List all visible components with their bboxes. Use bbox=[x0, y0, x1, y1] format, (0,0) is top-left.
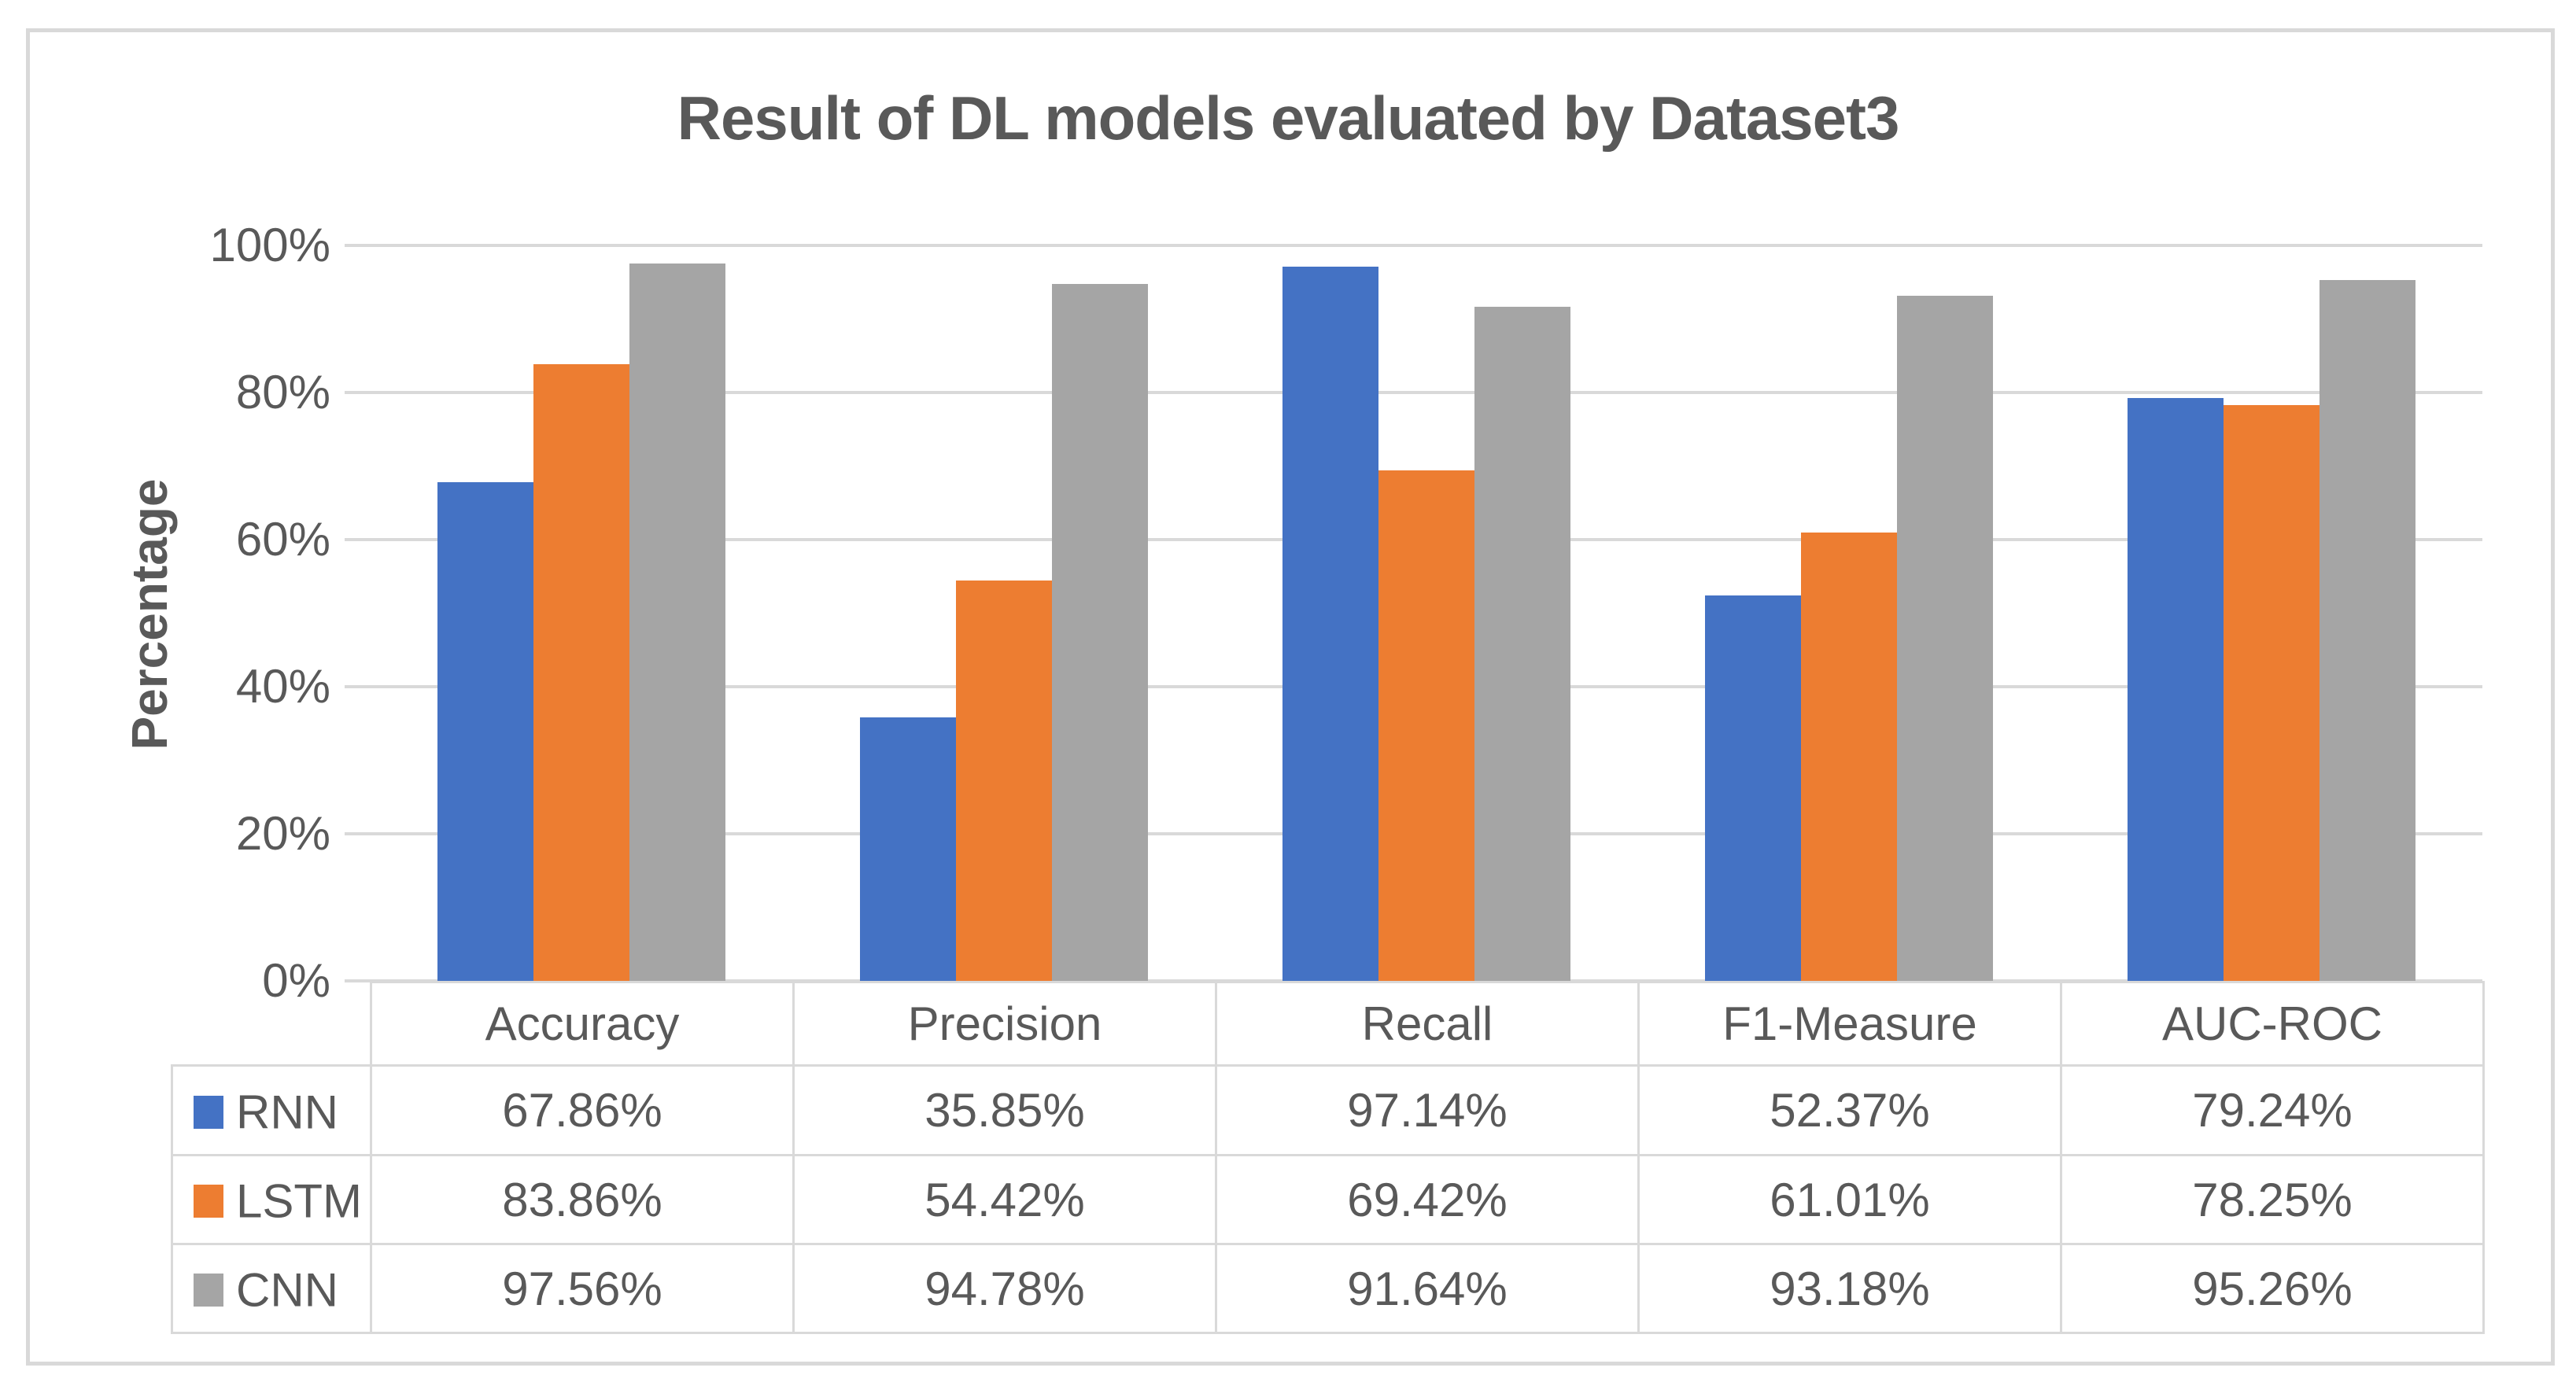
table-row-rnn: RNN 67.86% 35.85% 97.14% 52.37% 79.24% bbox=[171, 1064, 2485, 1156]
y-tick-mark-100 bbox=[345, 244, 371, 247]
value-cell-rnn-auc-roc: 79.24% bbox=[2060, 1064, 2485, 1156]
y-tick-mark-0 bbox=[345, 979, 371, 982]
legend-cell-cnn: CNN bbox=[171, 1243, 372, 1334]
bar-cnn-auc-roc bbox=[2319, 280, 2415, 981]
value-cell-rnn-recall: 97.14% bbox=[1215, 1064, 1640, 1156]
gridline-100 bbox=[370, 244, 2482, 247]
bar-lstm-precision bbox=[955, 581, 1052, 981]
table-header-accuracy: Accuracy bbox=[370, 981, 795, 1067]
bar-lstm-f1-measure bbox=[1800, 532, 1897, 981]
bar-lstm-recall bbox=[1378, 470, 1474, 981]
y-tick-label-60: 60% bbox=[235, 513, 330, 566]
y-tick-label-40: 40% bbox=[235, 660, 330, 713]
bar-lstm-accuracy bbox=[533, 363, 629, 981]
value-cell-lstm-f1-measure: 61.01% bbox=[1637, 1154, 2062, 1245]
value-cell-lstm-accuracy: 83.86% bbox=[370, 1154, 795, 1245]
value-cell-cnn-accuracy: 97.56% bbox=[370, 1243, 795, 1334]
bar-cnn-accuracy bbox=[629, 263, 725, 981]
y-tick-mark-80 bbox=[345, 391, 371, 394]
bar-cnn-f1-measure bbox=[1896, 295, 1993, 981]
table-header-precision: Precision bbox=[792, 981, 1217, 1067]
table-header-f1-measure: F1-Measure bbox=[1637, 981, 2062, 1067]
legend-cell-rnn: RNN bbox=[171, 1064, 372, 1156]
table-header-recall: Recall bbox=[1215, 981, 1640, 1067]
data-table: Accuracy Precision Recall F1-Measure AUC-ROC… bbox=[171, 981, 2485, 1334]
value-cell-lstm-recall: 69.42% bbox=[1215, 1154, 1640, 1245]
value-cell-rnn-precision: 35.85% bbox=[792, 1064, 1217, 1156]
legend-swatch-lstm-icon bbox=[194, 1185, 223, 1218]
y-tick-label-0: 0% bbox=[262, 954, 330, 1007]
value-cell-cnn-auc-roc: 95.26% bbox=[2060, 1243, 2485, 1334]
y-tick-label-80: 80% bbox=[235, 366, 330, 418]
value-cell-lstm-auc-roc: 78.25% bbox=[2060, 1154, 2485, 1245]
bar-rnn-accuracy bbox=[437, 481, 533, 981]
table-header-row: Accuracy Precision Recall F1-Measure AUC-ROC bbox=[172, 981, 2485, 1067]
legend-label-cnn: CNN bbox=[236, 1263, 338, 1317]
chart-title: Result of DL models evaluated by Dataset… bbox=[677, 83, 1900, 153]
bar-rnn-auc-roc bbox=[2127, 398, 2224, 981]
y-tick-mark-60 bbox=[345, 538, 371, 541]
legend-cell-lstm: LSTM bbox=[171, 1154, 372, 1245]
legend-label-rnn: RNN bbox=[236, 1086, 338, 1139]
legend-swatch-rnn-icon bbox=[194, 1095, 223, 1129]
y-tick-label-20: 20% bbox=[235, 807, 330, 860]
y-tick-label-100: 100% bbox=[209, 219, 330, 271]
gridline-0 bbox=[370, 979, 2482, 982]
plot-area bbox=[370, 244, 2482, 982]
bar-cnn-recall bbox=[1474, 307, 1570, 981]
bar-cnn-precision bbox=[1051, 283, 1148, 981]
table-corner-cell bbox=[172, 982, 371, 1066]
value-cell-cnn-recall: 91.64% bbox=[1215, 1243, 1640, 1334]
bar-rnn-precision bbox=[859, 717, 956, 981]
table-header-auc-roc: AUC-ROC bbox=[2060, 981, 2485, 1067]
value-cell-rnn-accuracy: 67.86% bbox=[370, 1064, 795, 1156]
bar-rnn-f1-measure bbox=[1704, 595, 1801, 981]
legend-label-lstm: LSTM bbox=[236, 1174, 363, 1228]
y-tick-mark-20 bbox=[345, 832, 371, 835]
legend-swatch-cnn-icon bbox=[194, 1274, 223, 1307]
value-cell-cnn-precision: 94.78% bbox=[792, 1243, 1217, 1334]
y-tick-mark-40 bbox=[345, 685, 371, 688]
bar-rnn-recall bbox=[1282, 266, 1378, 981]
table-row-cnn: CNN 97.56% 94.78% 91.64% 93.18% 95.26% bbox=[171, 1243, 2485, 1334]
value-cell-cnn-f1-measure: 93.18% bbox=[1637, 1243, 2062, 1334]
table-row-lstm: LSTM 83.86% 54.42% 69.42% 61.01% 78.25% bbox=[171, 1154, 2485, 1245]
gridline-80 bbox=[370, 391, 2482, 394]
value-cell-rnn-f1-measure: 52.37% bbox=[1637, 1064, 2062, 1156]
bar-lstm-auc-roc bbox=[2223, 405, 2320, 981]
value-cell-lstm-precision: 54.42% bbox=[792, 1154, 1217, 1245]
